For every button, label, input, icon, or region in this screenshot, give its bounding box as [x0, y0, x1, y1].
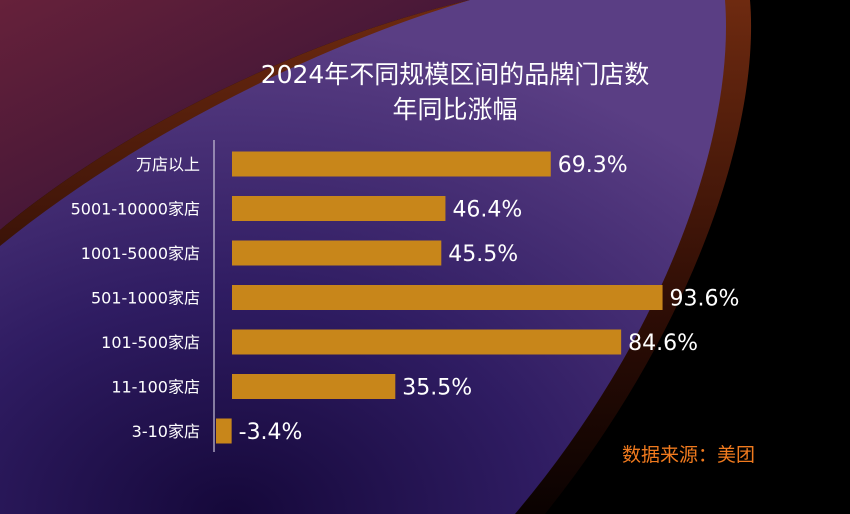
- value-label: -3.4%: [239, 420, 303, 445]
- bar: [232, 374, 396, 399]
- top-left-swoosh: [0, 0, 470, 230]
- category-label: 5001-10000家店: [71, 200, 200, 219]
- category-label: 1001-5000家店: [81, 244, 200, 263]
- category-label: 万店以上: [136, 155, 200, 174]
- category-label: 3-10家店: [132, 422, 200, 441]
- value-label: 93.6%: [670, 287, 740, 312]
- bar: [232, 329, 622, 355]
- bar: [232, 196, 446, 221]
- category-label: 101-500家店: [101, 333, 200, 352]
- category-label: 11-100家店: [111, 378, 200, 397]
- bar: [232, 240, 442, 266]
- value-label: 69.3%: [558, 153, 628, 178]
- data-source: 数据来源：美团: [622, 444, 756, 466]
- value-label: 35.5%: [402, 376, 472, 401]
- value-label: 45.5%: [448, 242, 518, 267]
- value-label: 46.4%: [452, 198, 522, 223]
- bar: [232, 151, 551, 177]
- chart-title-line-2: 年同比涨幅: [392, 95, 518, 124]
- category-label: 501-1000家店: [91, 289, 200, 308]
- bar: [216, 418, 232, 444]
- bar: [232, 285, 663, 310]
- chart-title-line-1: 2024年不同规模区间的品牌门店数: [260, 60, 650, 89]
- value-label: 84.6%: [628, 331, 698, 356]
